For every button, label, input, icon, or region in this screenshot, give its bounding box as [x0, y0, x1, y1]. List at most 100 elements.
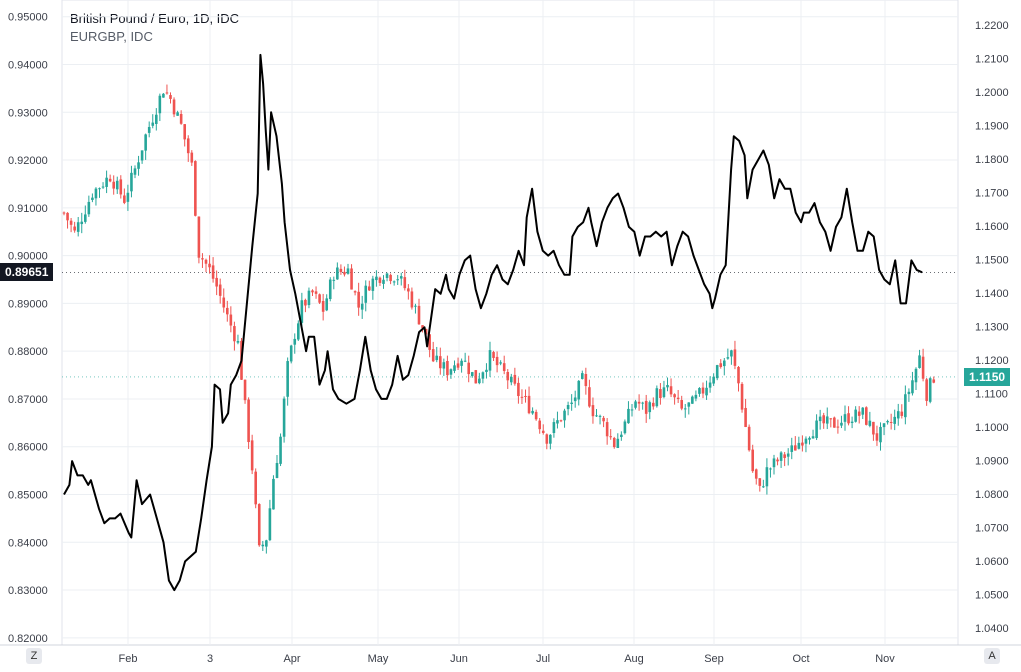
candle-body	[726, 357, 730, 359]
candle-body	[691, 396, 694, 404]
candle-body	[169, 95, 172, 99]
candle-body	[268, 508, 272, 541]
candle-body	[634, 401, 637, 408]
candle-body	[541, 430, 545, 433]
candle-body	[226, 307, 229, 315]
candle-body	[673, 394, 676, 398]
candle-body	[233, 326, 236, 342]
candle-body	[680, 400, 683, 409]
left-tick-label: 0.85000	[8, 490, 48, 502]
candle-body	[801, 442, 804, 446]
candle-body	[321, 300, 325, 312]
left-tick-label: 0.83000	[8, 585, 48, 597]
right-tick-label: 1.1800	[975, 154, 1009, 166]
candle-body	[247, 399, 250, 443]
candle-body	[644, 400, 648, 414]
candle-body	[417, 305, 421, 325]
candle-body	[758, 478, 762, 486]
candle-body	[272, 478, 275, 510]
log-scale-toggle-button[interactable]: Z	[26, 648, 42, 664]
candle-body	[857, 411, 861, 416]
candle-body	[140, 150, 144, 161]
candle-body	[368, 286, 371, 291]
candle-body	[527, 395, 531, 414]
candle-body	[297, 323, 300, 340]
candle-body	[598, 415, 602, 417]
candle-body	[392, 281, 396, 283]
candle-body	[76, 222, 80, 232]
candle-body	[502, 363, 506, 371]
candle-body	[211, 265, 215, 279]
candle-body	[91, 197, 94, 200]
candle-body	[162, 93, 165, 98]
right-tick-label: 1.0900	[975, 456, 1009, 468]
candle-body	[612, 437, 616, 448]
candle-body	[719, 363, 723, 367]
candle-body	[581, 373, 584, 379]
candle-body	[907, 391, 911, 395]
right-tick-label: 1.1900	[975, 121, 1009, 133]
left-tick-label: 0.91000	[8, 203, 48, 215]
candle-body	[396, 279, 399, 281]
right-tick-label: 1.0600	[975, 556, 1009, 568]
candle-body	[779, 452, 783, 461]
candle-body	[783, 454, 786, 458]
candle-body	[765, 467, 769, 487]
candle-body	[904, 394, 907, 418]
left-tick-label: 0.94000	[8, 60, 48, 72]
candle-body	[364, 285, 368, 303]
candle-body	[666, 384, 669, 388]
candle-body	[495, 356, 499, 366]
candle-body	[829, 418, 833, 420]
candle-body	[179, 113, 183, 124]
candle-body	[499, 362, 502, 364]
candle-body	[921, 356, 925, 379]
candle-body	[155, 114, 158, 124]
candle-body	[385, 273, 389, 278]
candle-body	[531, 410, 534, 414]
candle-body	[137, 162, 140, 169]
candle-body	[932, 379, 936, 383]
x-tick-label: Aug	[624, 653, 644, 665]
x-tick-label: Sep	[704, 653, 724, 665]
right-tick-label: 1.1500	[975, 255, 1009, 267]
candle-body	[627, 408, 630, 424]
candle-body	[676, 397, 680, 400]
candle-body	[545, 434, 549, 444]
time-axis: Feb 3 Apr May Jun Jul Aug Sep Oct Nov	[119, 653, 896, 665]
candle-body	[375, 276, 378, 281]
candle-body	[715, 365, 719, 379]
candle-body	[293, 338, 297, 345]
candle-body	[357, 291, 360, 308]
candle-body	[108, 178, 112, 182]
candle-body	[73, 226, 76, 231]
candle-body	[637, 401, 641, 404]
candle-body	[431, 349, 435, 362]
candle-body	[822, 415, 825, 424]
candle-body	[818, 416, 822, 422]
candle-body	[918, 355, 921, 369]
candle-body	[243, 379, 247, 401]
candle-body	[403, 277, 407, 289]
left-tick-label: 0.89000	[8, 298, 48, 310]
candle-body	[868, 420, 872, 426]
candle-body	[584, 373, 588, 387]
left-price-axis: 0.95000 0.94000 0.93000 0.92000 0.91000 0.900…	[8, 12, 48, 645]
candle-body	[84, 214, 87, 222]
candle-body	[275, 462, 279, 478]
candle-body	[350, 268, 353, 290]
candle-body	[133, 168, 137, 175]
candle-body	[914, 368, 918, 383]
left-tick-label: 0.86000	[8, 442, 48, 454]
candle-body	[559, 420, 563, 422]
candle-body	[570, 402, 573, 404]
auto-scale-toggle-button[interactable]: A	[984, 648, 1000, 664]
candle-body	[772, 458, 776, 468]
candle-body	[889, 421, 893, 423]
candle-body	[481, 372, 485, 379]
candle-body	[446, 361, 449, 376]
eurgbp-line-series	[63, 53, 923, 592]
legend-title: British Pound / Euro, 1D, IDC	[70, 11, 240, 26]
candle-body	[194, 161, 197, 216]
